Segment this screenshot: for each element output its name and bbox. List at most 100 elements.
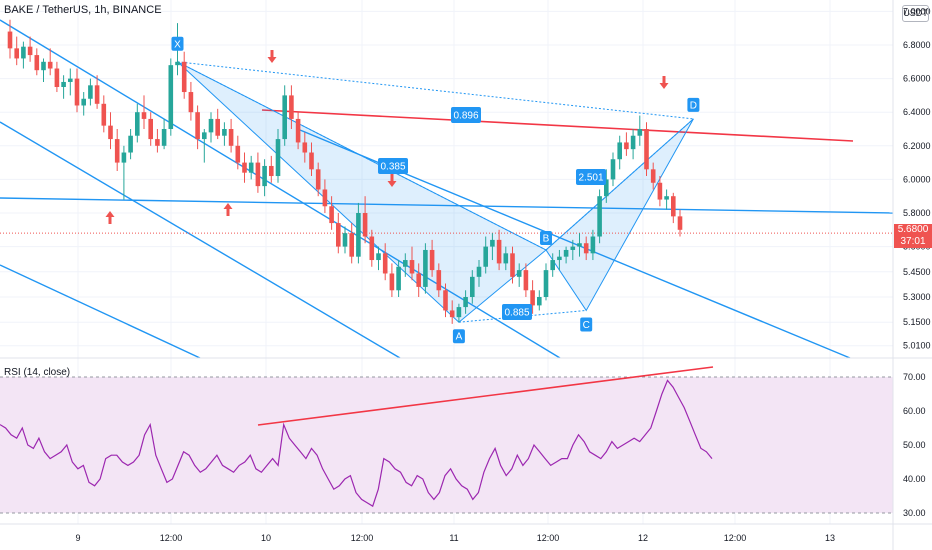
candle-body	[215, 118, 220, 136]
candle-body	[657, 182, 663, 200]
pattern-point-label: C	[583, 320, 590, 331]
candle-body	[289, 95, 294, 119]
candle-body	[449, 310, 455, 318]
y-tick-label: 6.8000	[903, 40, 931, 50]
candle-body	[175, 61, 180, 66]
candle-body	[81, 98, 86, 106]
candle-body	[650, 169, 656, 183]
candle-body	[610, 159, 616, 180]
pattern-point-box	[580, 317, 593, 332]
resistance-line	[261, 109, 854, 142]
candle-body	[255, 162, 261, 187]
candle-body	[523, 270, 529, 291]
sell-arrow-icon	[659, 76, 669, 89]
candle-body	[309, 152, 314, 170]
y-tick-label: 5.8000	[903, 208, 931, 218]
y-tick-label: 6.4000	[903, 107, 931, 117]
candle-body	[228, 129, 234, 146]
rsi-indicator-label[interactable]: RSI (14, close)	[4, 367, 71, 378]
x-tick-label: 11	[449, 533, 458, 543]
candle-body	[496, 239, 502, 264]
candle-body	[21, 46, 26, 59]
candle-body	[396, 266, 401, 291]
buy-arrow-icon	[223, 203, 233, 216]
y-tick-label: 7.0000	[903, 6, 931, 16]
candle-body	[563, 249, 569, 257]
pattern-bcd-fill	[545, 118, 694, 312]
candle-body	[161, 129, 167, 146]
last-price-badge: 5.6800 37:01	[894, 224, 932, 248]
candle-body	[389, 273, 395, 291]
candle-body	[570, 246, 576, 250]
rsi-y-tick-label: 50.00	[903, 440, 926, 450]
y-tick-label: 5.0100	[903, 341, 931, 351]
candle-body	[282, 95, 287, 140]
candle-body	[503, 253, 509, 264]
sell-arrow-icon	[387, 174, 397, 187]
candle-body	[369, 236, 375, 261]
pattern-ratio-box	[451, 107, 481, 123]
pattern-point-label: D	[690, 100, 697, 111]
candle-body	[195, 112, 200, 140]
bar-countdown: 37:01	[900, 236, 926, 247]
candle-body	[148, 118, 153, 140]
pattern-ratio-line	[458, 309, 587, 323]
candle-body	[436, 270, 442, 291]
candlestick-series	[7, 19, 683, 324]
x-tick-label: 12:00	[351, 533, 374, 543]
rsi-line	[0, 379, 713, 508]
candle-body	[262, 165, 267, 187]
x-tick-label: 12:00	[724, 533, 747, 543]
candle-body	[624, 142, 629, 150]
candle-body	[349, 233, 354, 257]
candle-body	[242, 162, 247, 173]
candle-body	[583, 243, 589, 254]
candle-body	[597, 196, 602, 237]
candle-body	[543, 270, 549, 297]
candle-body	[409, 260, 415, 274]
candle-body	[637, 129, 643, 136]
candle-body	[94, 85, 100, 104]
candle-body	[537, 297, 542, 306]
candle-body	[423, 249, 428, 287]
candle-body	[403, 260, 408, 267]
candle-body	[463, 297, 468, 308]
candle-body	[41, 61, 46, 71]
candle-body	[7, 31, 13, 49]
candle-body	[208, 118, 214, 133]
candle-body	[362, 213, 368, 237]
candle-body	[181, 61, 187, 93]
candle-body	[557, 256, 562, 261]
candle-body	[590, 236, 596, 254]
candle-body	[490, 239, 495, 247]
candle-body	[101, 103, 107, 126]
candle-body	[61, 81, 66, 87]
rsi-trend-line	[257, 366, 714, 426]
currency-button[interactable]: USDT	[902, 5, 929, 22]
x-tick-label: 12	[638, 533, 648, 543]
drawings-back	[0, 19, 894, 359]
candle-body	[141, 112, 147, 119]
rsi-y-tick-label: 60.00	[903, 406, 926, 416]
candle-body	[27, 46, 33, 56]
candle-body	[295, 118, 301, 143]
pattern-ratio-label: 0.385	[380, 162, 405, 173]
x-tick-label: 9	[75, 533, 80, 543]
y-tick-label: 5.4500	[903, 267, 931, 277]
buy-arrow-icon	[105, 211, 115, 224]
x-tick-label: 12:00	[537, 533, 560, 543]
candle-body	[202, 132, 207, 140]
rsi-y-tick-label: 40.00	[903, 474, 926, 484]
rsi-divergence-line	[257, 366, 714, 426]
pattern-ratio-box	[576, 169, 606, 185]
candle-body	[530, 290, 535, 306]
candle-body	[74, 78, 80, 106]
candle-body	[577, 243, 582, 247]
candle-body	[329, 206, 334, 224]
symbol-title[interactable]: BAKE / TetherUS, 1h, BINANCE	[4, 4, 162, 16]
candle-body	[510, 253, 515, 277]
candle-body	[630, 135, 636, 150]
candle-body	[275, 139, 281, 177]
